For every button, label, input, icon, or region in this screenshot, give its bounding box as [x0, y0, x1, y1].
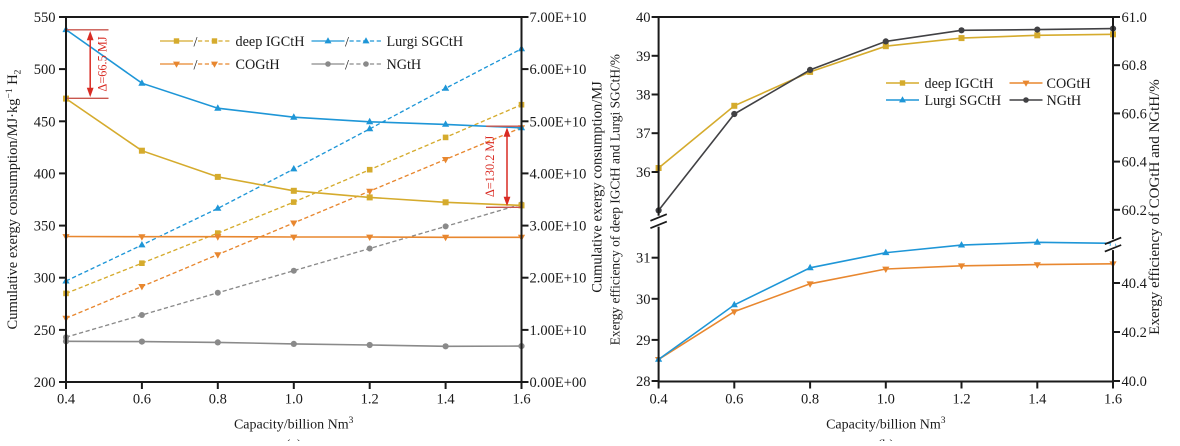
svg-text:61.0: 61.0: [1122, 10, 1147, 26]
svg-text:/: /: [194, 34, 198, 50]
svg-text:COGtH: COGtH: [1047, 76, 1091, 92]
svg-text:450: 450: [34, 114, 56, 130]
svg-text:0.8: 0.8: [209, 391, 227, 407]
svg-text:28: 28: [636, 374, 651, 390]
svg-text:0.6: 0.6: [725, 391, 743, 407]
svg-text:/: /: [345, 57, 349, 73]
svg-text:Lurgi SGCtH: Lurgi SGCtH: [387, 34, 464, 50]
svg-text:350: 350: [34, 219, 56, 235]
svg-text:1.00E+10: 1.00E+10: [530, 323, 587, 339]
svg-text:Cumulative exergy consumption/: Cumulative exergy consumption/MJ·kg−1 H2: [5, 69, 24, 329]
svg-text:1.6: 1.6: [512, 391, 530, 407]
svg-text:30: 30: [636, 292, 651, 308]
svg-text:0.4: 0.4: [57, 391, 76, 407]
svg-text:7.00E+10: 7.00E+10: [530, 10, 587, 26]
svg-text:200: 200: [34, 375, 56, 391]
svg-text:Δ=66.5 MJ: Δ=66.5 MJ: [96, 36, 110, 91]
svg-text:38: 38: [636, 88, 651, 104]
svg-text:Capacity/billion Nm3: Capacity/billion Nm3: [826, 416, 946, 433]
svg-text:40.0: 40.0: [1122, 374, 1147, 390]
svg-text:deep IGCtH: deep IGCtH: [236, 34, 305, 50]
svg-text:250: 250: [34, 323, 56, 339]
svg-text:60.8: 60.8: [1122, 58, 1147, 74]
svg-text:Exergy efficiency of COGtH and: Exergy efficiency of COGtH and NGtH/%: [1147, 79, 1163, 335]
svg-text:(a): (a): [286, 438, 302, 442]
svg-text:/: /: [345, 34, 349, 50]
svg-text:550: 550: [34, 10, 56, 26]
svg-text:1.2: 1.2: [952, 391, 970, 407]
svg-text:0.6: 0.6: [133, 391, 151, 407]
svg-text:40.2: 40.2: [1122, 325, 1147, 341]
svg-text:1.4: 1.4: [437, 391, 456, 407]
svg-text:36: 36: [636, 165, 651, 181]
svg-text:1.2: 1.2: [361, 391, 379, 407]
svg-text:5.00E+10: 5.00E+10: [530, 114, 587, 130]
svg-text:6.00E+10: 6.00E+10: [530, 62, 587, 78]
svg-text:deep IGCtH: deep IGCtH: [925, 76, 994, 92]
svg-text:/: /: [194, 57, 198, 73]
svg-text:31: 31: [636, 251, 651, 267]
svg-text:Exergy efficiency of deep IGCt: Exergy efficiency of deep IGCtH and Lurg…: [608, 54, 623, 345]
svg-text:Δ=130.2 MJ: Δ=130.2 MJ: [483, 136, 497, 198]
svg-text:300: 300: [34, 271, 56, 287]
svg-text:37: 37: [636, 126, 651, 142]
svg-text:60.6: 60.6: [1122, 106, 1147, 122]
svg-text:1.0: 1.0: [285, 391, 303, 407]
svg-text:COGtH: COGtH: [236, 57, 280, 73]
svg-text:40: 40: [636, 10, 651, 26]
svg-text:60.2: 60.2: [1122, 203, 1147, 219]
svg-text:0.8: 0.8: [801, 391, 819, 407]
svg-text:NGtH: NGtH: [1047, 93, 1082, 109]
svg-text:1.4: 1.4: [1028, 391, 1047, 407]
svg-text:1.0: 1.0: [877, 391, 895, 407]
svg-text:Cumulative exergy consumption/: Cumulative exergy consumption/MJ: [590, 81, 606, 293]
svg-text:4.00E+10: 4.00E+10: [530, 166, 587, 182]
svg-text:Lurgi SGCtH: Lurgi SGCtH: [925, 93, 1002, 109]
svg-text:40.4: 40.4: [1122, 276, 1148, 292]
svg-text:39: 39: [636, 49, 651, 65]
svg-text:500: 500: [34, 62, 56, 78]
svg-text:0.4: 0.4: [650, 391, 669, 407]
svg-text:Capacity/billion Nm3: Capacity/billion Nm3: [234, 416, 354, 433]
svg-text:29: 29: [636, 333, 651, 349]
svg-text:0.00E+00: 0.00E+00: [530, 375, 587, 391]
svg-text:(b): (b): [877, 438, 894, 442]
svg-text:NGtH: NGtH: [387, 57, 422, 73]
svg-text:400: 400: [34, 166, 56, 182]
svg-text:2.00E+10: 2.00E+10: [530, 271, 587, 287]
svg-text:1.6: 1.6: [1104, 391, 1122, 407]
svg-text:3.00E+10: 3.00E+10: [530, 219, 587, 235]
svg-text:60.4: 60.4: [1122, 155, 1148, 171]
